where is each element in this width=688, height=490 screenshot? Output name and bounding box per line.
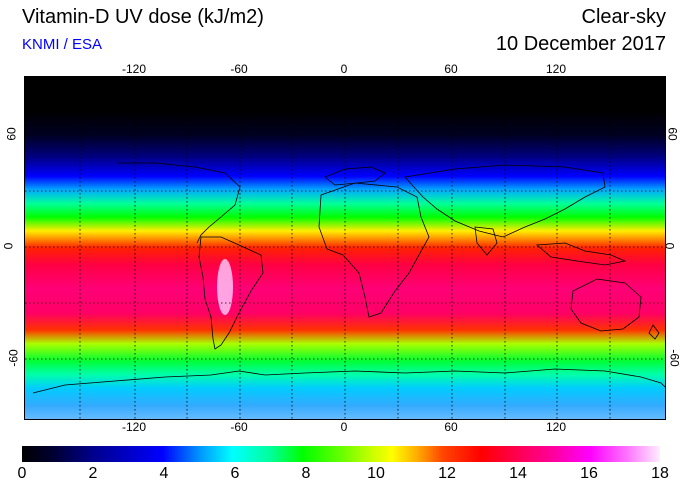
lon-tick-top: 0 [340, 62, 348, 76]
coastlines [32, 162, 665, 394]
uv-colorbar [22, 446, 660, 462]
lon-tick-bottom: -60 [230, 420, 248, 434]
colorbar-label: 8 [301, 465, 311, 482]
map-canvas [25, 77, 665, 419]
lon-tick-bottom: 120 [545, 420, 567, 434]
lat-tick-right: 60 [665, 127, 680, 141]
north-america-coast [117, 162, 241, 244]
new-zealand-coast [648, 324, 660, 340]
antarctica-coast [32, 368, 665, 394]
lat-tick-right: -60 [667, 349, 682, 367]
lat-tick-left: -60 [6, 349, 21, 367]
lat-tick-left: 0 [1, 242, 16, 250]
australia-coast [570, 278, 642, 332]
lon-tick-bottom: -120 [121, 420, 147, 434]
colorbar-label: 6 [230, 465, 240, 482]
map-date: 10 December 2017 [495, 33, 666, 55]
colorbar-label: 16 [580, 465, 598, 482]
uv-dose-map [24, 76, 666, 420]
sky-condition: Clear-sky [581, 6, 666, 28]
andes-high-uv [217, 259, 233, 315]
colorbar-label: 14 [509, 465, 527, 482]
map-title: Vitamin-D UV dose (kJ/m2) [22, 6, 264, 28]
lon-tick-top: 120 [545, 62, 567, 76]
africa-coast [318, 182, 430, 318]
colorbar-label: 10 [367, 465, 385, 482]
lon-tick-bottom: 60 [444, 420, 458, 434]
europe-coast [324, 166, 386, 186]
lon-tick-top: -60 [230, 62, 248, 76]
lon-tick-top: 60 [444, 62, 458, 76]
south-america-coast [198, 236, 264, 350]
lon-tick-top: -120 [121, 62, 147, 76]
colorbar-label: 18 [651, 465, 669, 482]
lon-tick-bottom: 0 [340, 420, 348, 434]
colorbar-label: 2 [88, 465, 98, 482]
colorbar-label: 4 [159, 465, 169, 482]
graticule [25, 77, 665, 419]
map-source: KNMI / ESA [22, 36, 103, 53]
india-coast [474, 226, 498, 256]
indonesia-coast [536, 242, 627, 266]
uv-field [25, 77, 665, 419]
colorbar-label: 12 [438, 465, 456, 482]
lat-tick-left: 60 [4, 127, 19, 141]
colorbar-label: 0 [17, 465, 27, 482]
asia-coast [404, 164, 606, 238]
